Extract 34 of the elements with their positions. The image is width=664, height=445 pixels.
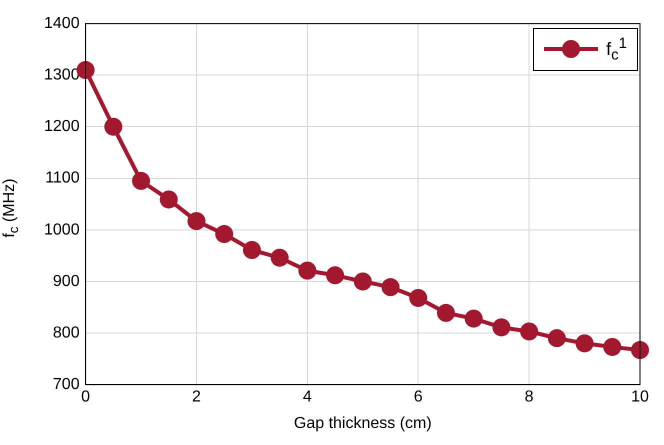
- x-axis-title: Gap thickness (cm): [294, 414, 432, 432]
- y-tick-label: 1400: [44, 15, 80, 32]
- x-tick-label: 10: [631, 388, 649, 406]
- y-tick-label: 900: [52, 272, 80, 290]
- point: [270, 248, 289, 267]
- y-tick-label: 1000: [44, 221, 80, 238]
- point: [132, 172, 150, 190]
- point: [631, 341, 649, 360]
- x-tick-label: 8: [524, 388, 534, 406]
- y-tick-label: 1100: [45, 170, 80, 187]
- point: [409, 288, 428, 307]
- y-tick-label: 1200: [44, 118, 80, 136]
- point: [548, 329, 566, 348]
- point: [104, 118, 122, 136]
- point: [298, 262, 316, 280]
- point: [464, 310, 483, 328]
- x-tick-label: 4: [302, 388, 312, 406]
- point: [520, 322, 538, 340]
- point: [160, 190, 178, 208]
- point: [576, 334, 594, 352]
- y-tick-label: 800: [52, 324, 80, 342]
- point: [326, 266, 344, 284]
- point: [242, 241, 261, 259]
- x-tick-label: 6: [414, 388, 423, 406]
- x-tick-label: 2: [192, 388, 202, 406]
- y-tick-label: 700: [52, 376, 80, 394]
- point: [382, 278, 400, 296]
- x-tick-label: 0: [81, 388, 90, 406]
- point: [603, 338, 622, 356]
- point: [354, 272, 372, 290]
- point: [215, 225, 234, 244]
- point: [187, 212, 206, 230]
- point: [436, 304, 455, 322]
- point: [492, 318, 510, 336]
